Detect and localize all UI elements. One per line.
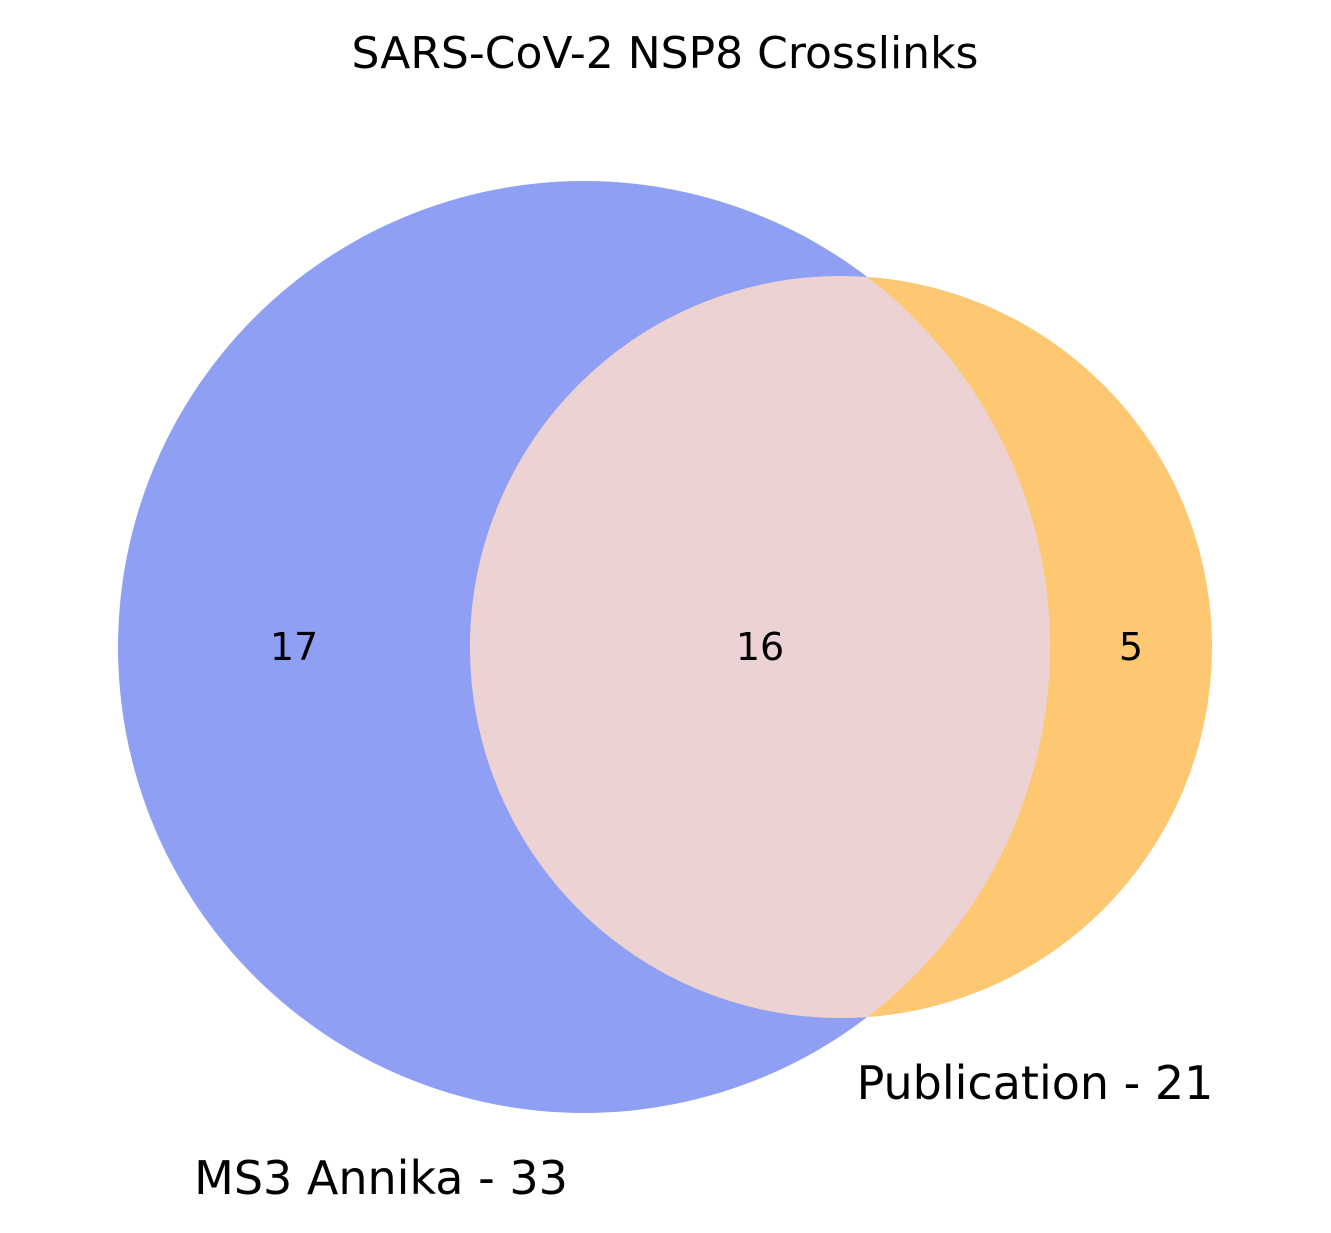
count-ms3-annika-only: 17 xyxy=(270,625,318,669)
count-intersection: 16 xyxy=(736,625,784,669)
set-label-publication: Publication - 21 xyxy=(857,1056,1214,1110)
diagram-title: SARS-CoV-2 NSP8 Crosslinks xyxy=(352,28,979,79)
set-label-ms3-annika: MS3 Annika - 33 xyxy=(194,1151,568,1205)
count-publication-only: 5 xyxy=(1119,625,1143,669)
